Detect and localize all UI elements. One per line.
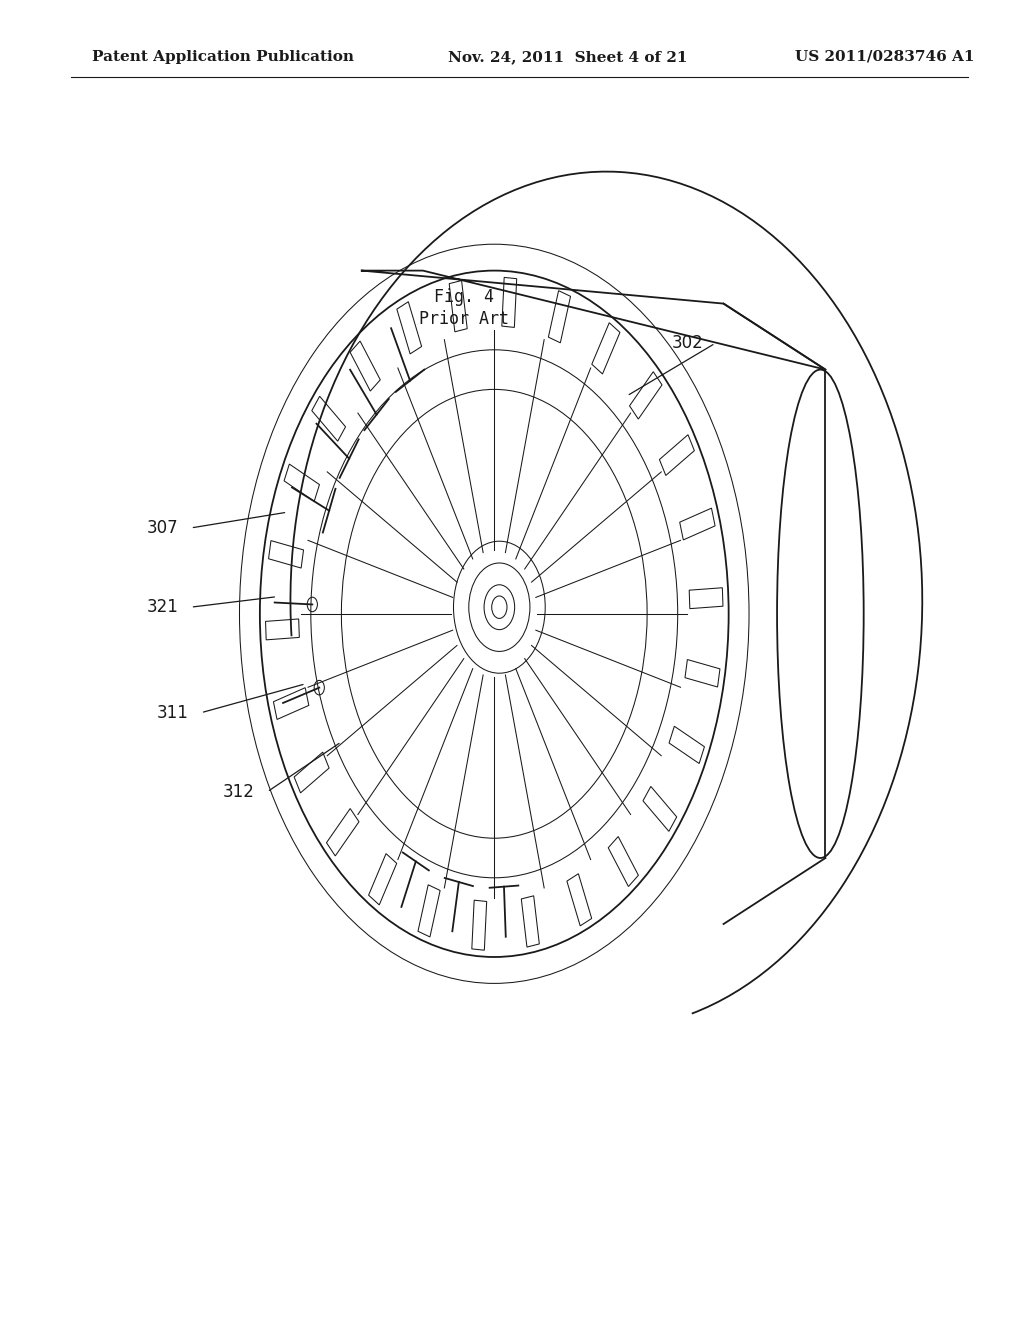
- Text: Fig. 4: Fig. 4: [434, 288, 494, 306]
- Text: 312: 312: [223, 783, 255, 801]
- Text: US 2011/0283746 A1: US 2011/0283746 A1: [795, 50, 975, 63]
- Text: 321: 321: [146, 598, 178, 616]
- Text: Patent Application Publication: Patent Application Publication: [92, 50, 353, 63]
- Text: 302: 302: [672, 334, 703, 352]
- Text: 307: 307: [146, 519, 178, 537]
- Text: Prior Art: Prior Art: [419, 310, 509, 329]
- Text: Nov. 24, 2011  Sheet 4 of 21: Nov. 24, 2011 Sheet 4 of 21: [449, 50, 688, 63]
- Text: 311: 311: [157, 704, 188, 722]
